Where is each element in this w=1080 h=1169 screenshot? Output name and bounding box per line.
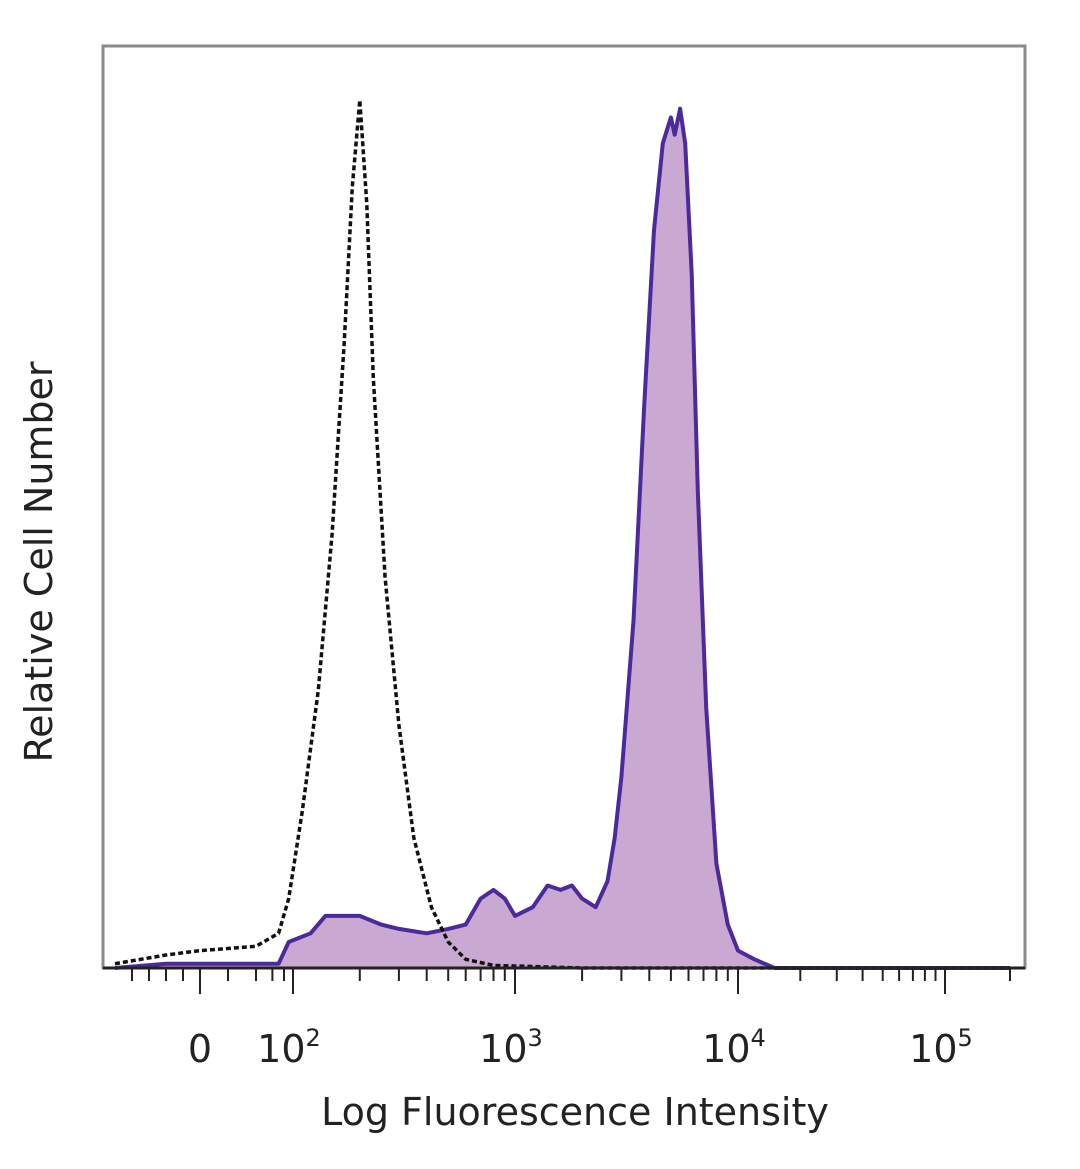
x-tick-label-exponent: 5: [958, 1024, 973, 1052]
x-tick-label: 103: [479, 1024, 543, 1071]
x-tick-label: 102: [257, 1024, 321, 1071]
x-tick-label-base: 10: [909, 1027, 957, 1071]
x-tick-label-base: 10: [479, 1027, 527, 1071]
x-tick-label-base: 0: [188, 1027, 212, 1071]
x-tick-label-base: 10: [702, 1027, 750, 1071]
series-0-line: [114, 98, 1010, 970]
x-tick-label-exponent: 2: [306, 1024, 321, 1052]
x-tick-label: 105: [909, 1024, 973, 1071]
series-1-line: [114, 106, 1010, 970]
x-axis-title: Log Fluorescence Intensity: [321, 1090, 829, 1134]
x-axis-tick-labels: 0 102 103 104 105: [188, 1024, 973, 1071]
x-tick-label: 104: [702, 1024, 766, 1071]
x-axis-ticks: [131, 968, 1011, 994]
x-tick-label-base: 10: [257, 1027, 305, 1071]
x-tick-label: 0: [188, 1027, 212, 1071]
x-tick-label-exponent: 4: [751, 1024, 766, 1052]
y-axis-title: Relative Cell Number: [17, 361, 61, 762]
series-layer: [114, 98, 1010, 970]
plot-frame: [101, 44, 1027, 970]
x-tick-label-exponent: 3: [528, 1024, 543, 1052]
series-1-fill: [115, 108, 1010, 968]
